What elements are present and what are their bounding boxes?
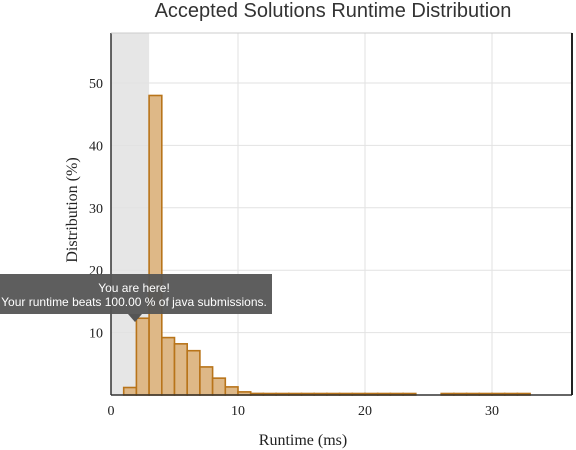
histogram-bar <box>173 343 188 396</box>
chart-title: Accepted Solutions Runtime Distribution <box>155 0 512 22</box>
tooltip-headline: You are here! <box>98 281 170 295</box>
x-tick-label: 20 <box>358 404 372 419</box>
histogram-bars <box>122 94 531 396</box>
histogram-bar <box>135 317 150 396</box>
y-axis-label: Distribution (%) <box>64 157 81 262</box>
histogram-bar <box>224 386 239 396</box>
histogram-bar <box>211 377 227 396</box>
histogram-bar <box>161 336 176 396</box>
runtime-tooltip: You are here! Your runtime beats 100.00 … <box>0 274 272 322</box>
histogram-bar <box>186 349 201 396</box>
x-tick-label: 30 <box>485 404 499 419</box>
x-tick-label: 0 <box>108 404 115 419</box>
histogram-bar <box>122 386 138 396</box>
x-axis-label: Runtime (ms) <box>259 432 347 449</box>
x-tick-labels: 0 10 20 30 <box>108 404 500 419</box>
y-tick-label: 50 <box>89 77 103 92</box>
tooltip-box <box>0 274 272 314</box>
tooltip-pointer <box>128 314 142 322</box>
histogram-bar <box>199 366 214 396</box>
y-tick-label: 30 <box>89 202 103 217</box>
y-tick-label: 40 <box>89 139 103 154</box>
y-tick-label: 10 <box>89 327 103 342</box>
tooltip-message: Your runtime beats 100.00 % of java subm… <box>1 295 267 309</box>
grid-lines <box>111 33 572 395</box>
x-tick-label: 10 <box>231 404 245 419</box>
histogram-bar <box>148 94 163 396</box>
